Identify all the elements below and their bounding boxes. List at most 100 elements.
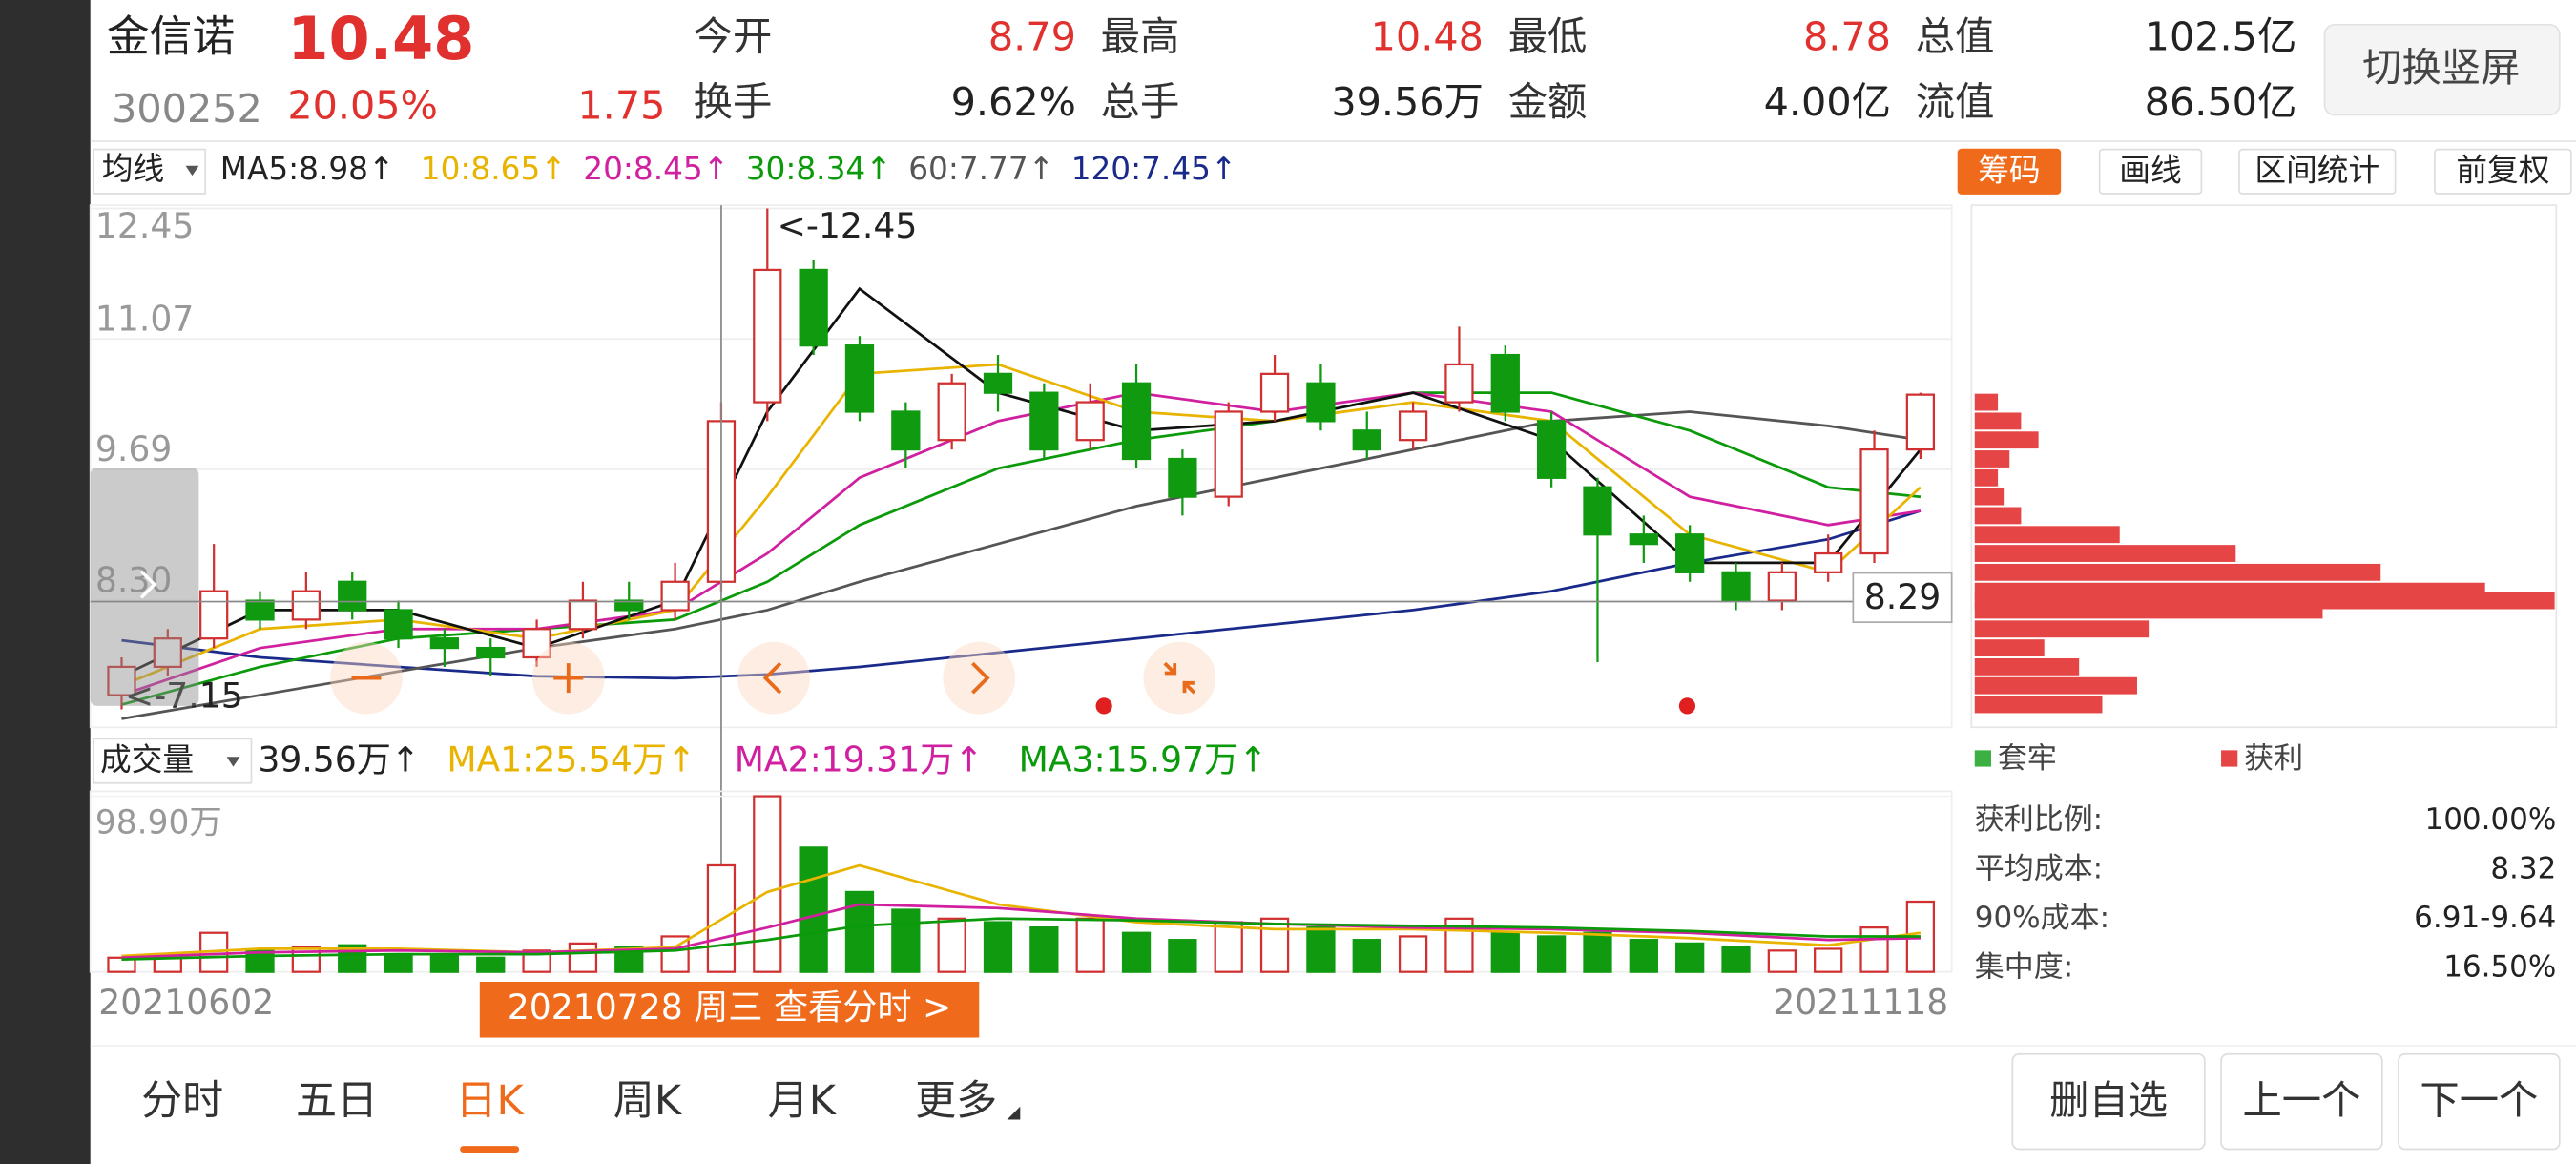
volume-bar [522,949,551,973]
candle-body [983,372,1013,394]
volume-selector[interactable] [93,738,253,784]
volume-bar [1536,935,1567,973]
low-annotation: <-7.15 [125,675,243,716]
candle-body [1814,551,1843,573]
tool-button[interactable] [2434,148,2572,195]
action-button-label[interactable]: 上一个 [2242,1077,2360,1123]
chip-bar [1974,468,1999,487]
volume-bar [1629,939,1658,973]
ma-line [121,509,1922,680]
candle-body [291,590,322,621]
orientation-button-label[interactable]: 切换竖屏 [2362,45,2520,91]
volume-legend: MA1:25.54万↑ [447,738,696,779]
event-dot [1678,697,1696,715]
date-tooltip[interactable] [479,981,980,1038]
candle-body [1075,401,1105,442]
volume-bar [891,908,921,973]
ma-selector-label[interactable]: 均线 [102,151,164,187]
field-label: 总值 [1916,13,1995,59]
zoom-icon [1163,661,1196,695]
action-button[interactable] [2011,1052,2206,1151]
tool-button[interactable] [1957,148,2062,195]
field-value: 8.79 [988,13,1076,59]
tool-button[interactable] [2098,148,2203,195]
dropdown-arrow [226,757,240,767]
ma-selector[interactable] [93,148,207,195]
action-button-label[interactable]: 下一个 [2420,1077,2538,1123]
stat-value: 6.91-9.64 [2414,901,2556,935]
candle-body [1490,353,1520,413]
candle-body [1398,410,1428,442]
field-value: 86.50亿 [2145,79,2297,125]
y-tick-label: 12.45 [95,205,194,246]
volume-bar [753,795,782,973]
stock-name: 金信诺 [107,10,235,61]
stat-label: 90%成本: [1975,901,2109,935]
volume-ma-line [121,917,1921,961]
volume-legend: MA3:15.97万↑ [1019,738,1268,779]
tool-button-label[interactable]: 筹码 [1978,153,2040,189]
period-tab[interactable]: 更多 [915,1077,997,1125]
action-button-label[interactable]: 删自选 [2049,1077,2168,1123]
date-tooltip-label[interactable]: 20210728 周三 查看分时 > [508,987,952,1028]
volume-bar [1029,926,1059,973]
chip-bar [1974,657,2080,676]
scroll-handle[interactable] [90,468,199,706]
volume-bar [799,846,828,973]
stat-label: 平均成本: [1975,851,2103,885]
candle-body [338,580,367,612]
period-tab[interactable]: 分时 [141,1077,223,1125]
field-value: 39.56万 [1331,79,1484,125]
candle-body [1629,533,1658,546]
zoom-control[interactable] [1143,641,1216,715]
period-tab[interactable]: 五日 [296,1077,378,1125]
legend-swatch [1974,750,1991,767]
period-tab[interactable]: 月K [768,1077,838,1125]
chip-bar [1974,488,2005,506]
stat-value: 100.00% [2424,802,2556,837]
volume-bar [1814,947,1843,973]
chip-bar [1974,639,2045,657]
period-tab[interactable]: 日K [456,1077,526,1125]
chip-frame [1970,204,2558,729]
volume-bar [1490,931,1520,973]
volume-bar [1398,935,1428,973]
candle-body [245,599,275,621]
volume-bar [1352,939,1381,973]
volume-bar [1583,931,1612,973]
volume-selector-label[interactable]: 成交量 [100,741,194,778]
tool-button-label[interactable]: 前复权 [2456,153,2549,189]
x-tick-label: 20210602 [98,982,274,1023]
tool-button-label[interactable]: 区间统计 [2254,153,2379,189]
stat-label: 集中度: [1975,950,2073,985]
field-label: 换手 [694,79,773,125]
candle-body [753,268,782,404]
field-value: 102.5亿 [2145,13,2297,59]
volume-legend: MA2:19.31万↑ [735,738,984,779]
chip-bar [1974,412,2022,430]
chip-bar [1974,393,1999,411]
action-button[interactable] [2220,1052,2383,1151]
x-tick-label: 20211118 [1773,982,1948,1023]
candle-body [1536,420,1567,479]
volume-bar [1859,926,1889,973]
volume-bar [1767,949,1797,973]
zoom-control[interactable] [737,641,810,715]
candle-body [844,344,875,413]
tool-button-label[interactable]: 画线 [2119,153,2181,189]
tool-button[interactable] [2238,148,2397,195]
volume-bar [429,954,460,973]
more-arrow [1007,1106,1021,1120]
candle-body [1214,410,1243,498]
period-tab[interactable]: 周K [613,1077,683,1125]
volume-bar [1259,917,1290,973]
action-button[interactable] [2398,1052,2561,1151]
tab-underline [460,1146,520,1153]
chip-bar [1974,696,2103,714]
stock-code: 300252 [112,86,262,132]
orientation-button[interactable] [2323,23,2561,116]
volume-bar [568,942,598,973]
zoom-control[interactable] [943,641,1016,715]
ma-legend: MA5:8.98↑ [220,151,395,187]
